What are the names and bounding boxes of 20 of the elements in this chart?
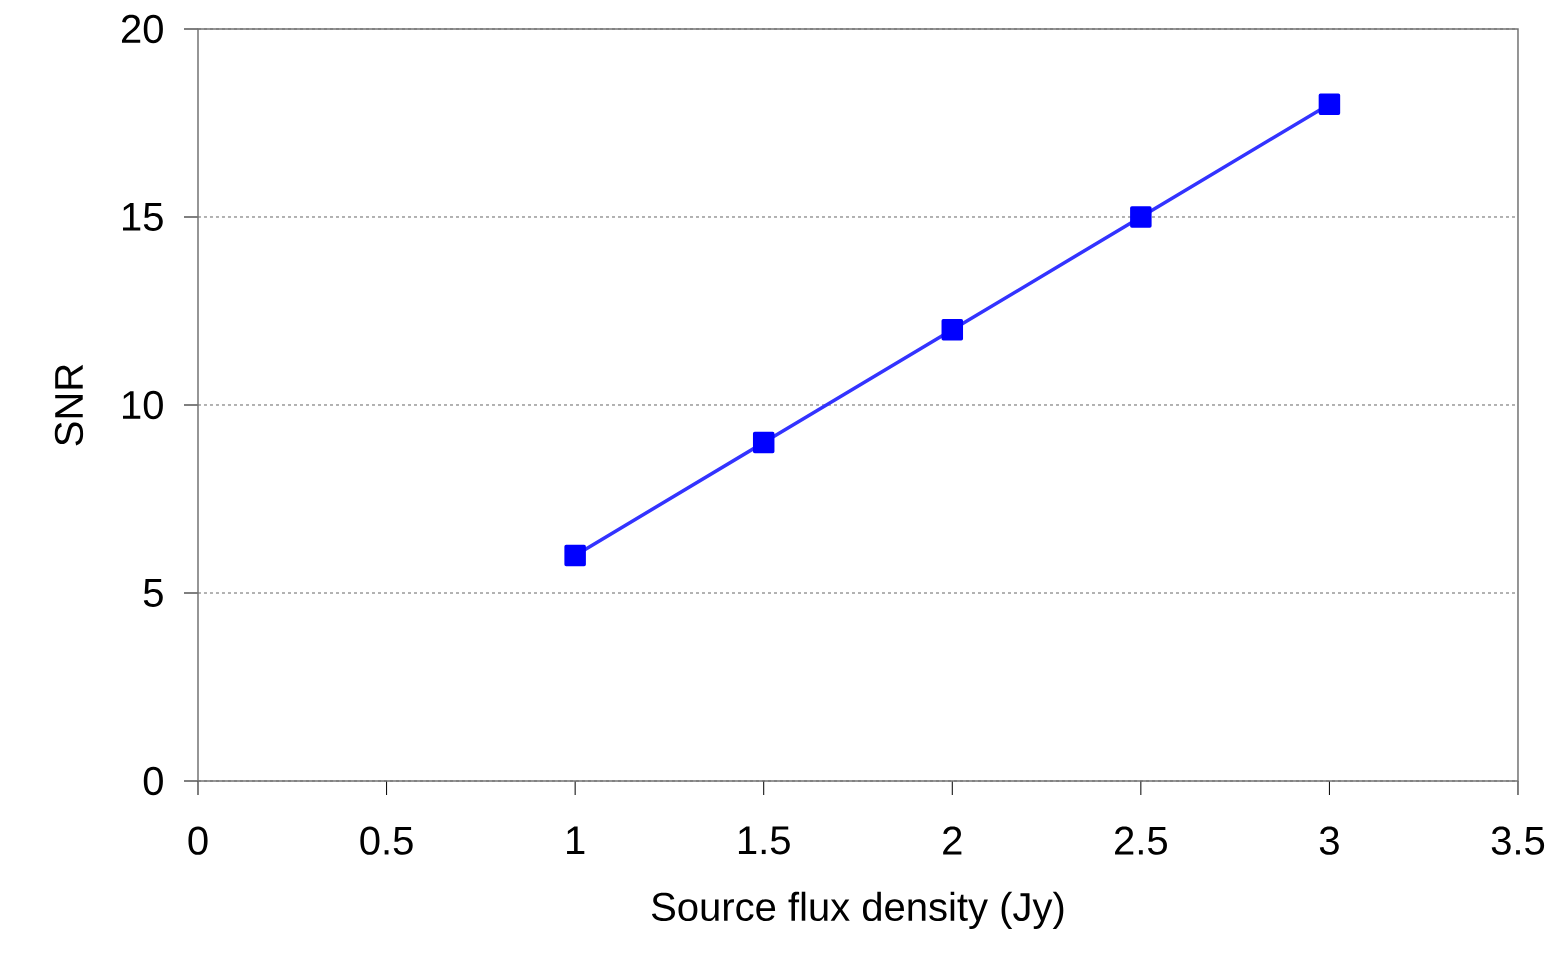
y-tick-label: 10 [123,390,163,420]
x-tick-label: 2.5 [1115,826,1167,855]
point [1130,206,1152,228]
y-tick-label: 20 [121,14,163,44]
y-tick-label: 15 [123,203,163,231]
point [564,544,586,567]
x-tick-label: 3.5 [1491,826,1545,855]
point [1318,93,1341,115]
x-tick-label: 2 [943,826,962,855]
point [752,431,775,454]
x-tick-label: 0 [188,826,208,855]
x-tick-label: 1.5 [738,826,790,855]
x-axis-title: Source flux density (Jy) [651,891,1064,929]
y-tick-label: 5 [143,579,163,607]
x-tick-label: 0.5 [360,826,413,855]
x-tick-label: 1 [567,826,585,855]
point [941,319,964,341]
x-tick-label: 3 [1319,826,1339,855]
y-tick-label: 0 [143,766,163,796]
y-axis-title: SNR [54,364,84,446]
